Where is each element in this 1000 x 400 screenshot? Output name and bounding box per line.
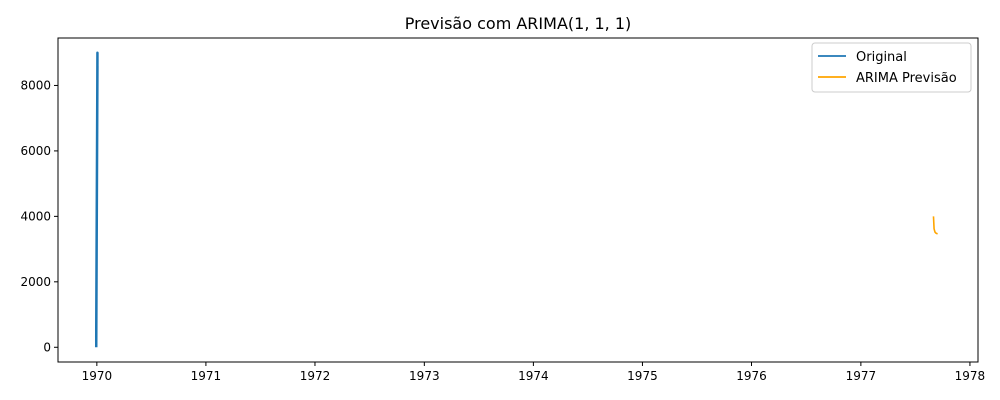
x-tick-label-1972: 1972 <box>300 369 331 383</box>
legend: Original ARIMA Previsão <box>811 42 972 93</box>
y-tick-label-6000: 6000 <box>20 144 51 158</box>
plot-area: 1970 1971 1972 1973 1974 1975 1976 1977 1978 0 20… <box>20 37 986 383</box>
x-tick-label-1975: 1975 <box>627 369 658 383</box>
x-tick-label-1974: 1974 <box>518 369 549 383</box>
legend-label-original: Original <box>856 50 907 65</box>
legend-box <box>811 42 972 93</box>
y-tick-label-0: 0 <box>43 340 51 354</box>
x-tick-label-1976: 1976 <box>736 369 767 383</box>
y-tick-label-4000: 4000 <box>20 209 51 223</box>
x-tick-label-1977: 1977 <box>846 369 877 383</box>
chart-title: Previsão com ARIMA(1, 1, 1) <box>405 14 632 33</box>
axes-frame <box>57 37 979 363</box>
x-tick-label-1978: 1978 <box>955 369 986 383</box>
series-line-arima-previsao <box>932 216 938 235</box>
y-tick-label-2000: 2000 <box>20 275 51 289</box>
x-tick-label-1973: 1973 <box>409 369 440 383</box>
x-tick-label-1970: 1970 <box>82 369 113 383</box>
series-line-original <box>94 51 99 348</box>
x-tick-label-1971: 1971 <box>191 369 222 383</box>
y-axis: 0 2000 4000 6000 8000 <box>20 78 58 354</box>
series-layer <box>94 51 938 348</box>
y-tick-label-8000: 8000 <box>20 78 51 92</box>
legend-label-arima-previsao: ARIMA Previsão <box>856 71 957 86</box>
x-axis: 1970 1971 1972 1973 1974 1975 1976 1977 1978 <box>82 362 986 383</box>
